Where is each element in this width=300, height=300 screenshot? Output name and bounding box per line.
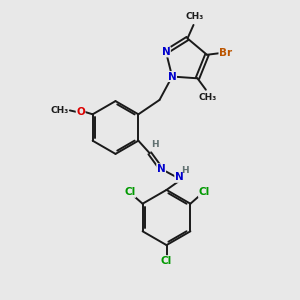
- Text: O: O: [76, 107, 85, 117]
- Text: N: N: [157, 164, 166, 174]
- Text: H: H: [182, 166, 189, 175]
- Text: N: N: [168, 71, 176, 82]
- Text: H: H: [152, 140, 159, 149]
- Text: CH₃: CH₃: [50, 106, 69, 115]
- Text: N: N: [175, 172, 184, 182]
- Text: CH₃: CH₃: [186, 12, 204, 21]
- Text: CH₃: CH₃: [198, 93, 217, 102]
- Text: N: N: [162, 47, 170, 57]
- Text: Cl: Cl: [199, 187, 210, 197]
- Text: Br: Br: [219, 48, 232, 58]
- Text: Cl: Cl: [161, 256, 172, 266]
- Text: Cl: Cl: [124, 187, 136, 197]
